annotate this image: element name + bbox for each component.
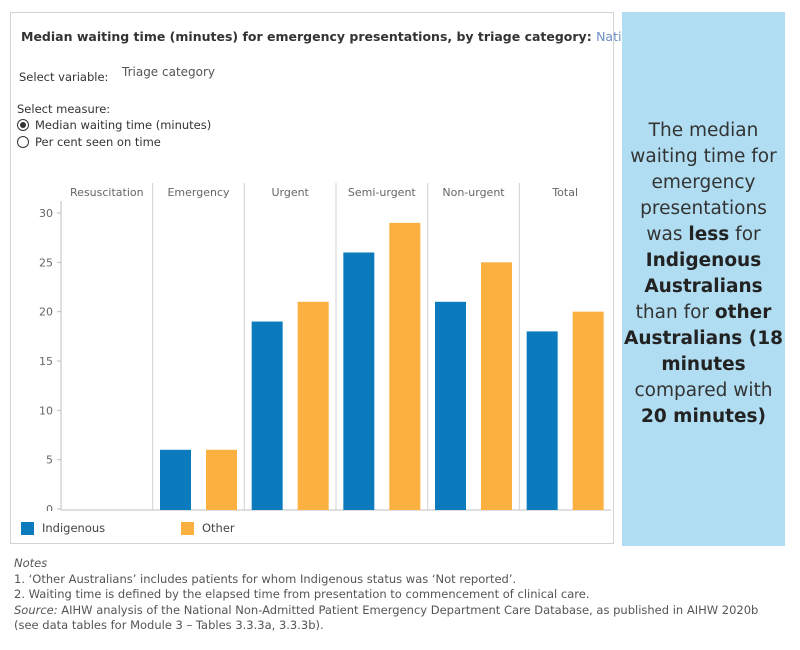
legend-item-indigenous[interactable]: Indigenous [21, 521, 105, 535]
callout-text: than for [635, 302, 715, 323]
bar-indigenous [526, 331, 558, 510]
select-variable-label: Select variable: [19, 70, 109, 84]
legend-swatch-other [181, 521, 194, 535]
category-label: Resuscitation [70, 186, 144, 199]
y-tick-label: 15 [39, 355, 53, 368]
chart-title: Median waiting time (minutes) for emerge… [21, 29, 710, 44]
radio-selected-icon[interactable] [17, 119, 29, 131]
callout-text: compared with [634, 380, 773, 401]
select-measure-label: Select measure: [17, 102, 111, 116]
callout-text: The median waiting time for emergency pr… [630, 120, 777, 245]
category-label: Urgent [271, 186, 309, 199]
source-text: AIHW analysis of the National Non-Admitt… [14, 602, 759, 633]
y-tick-label: 20 [39, 306, 53, 319]
bar-indigenous [343, 252, 375, 510]
y-tick-label: 10 [39, 404, 53, 417]
bar-indigenous [251, 321, 283, 510]
select-variable-dropdown[interactable]: Triage category [122, 65, 216, 79]
bar-other [389, 222, 421, 510]
source-label: Source: [14, 602, 58, 617]
category-label: Semi-urgent [348, 186, 417, 199]
source-note: Source: AIHW analysis of the National No… [14, 603, 784, 634]
callout-emphasis: Indigenous Australians [644, 250, 763, 297]
y-tick-label: 25 [39, 256, 53, 269]
measure-option-label: Per cent seen on time [35, 135, 161, 149]
measure-option-label: Median waiting time (minutes) [35, 118, 212, 132]
legend-label: Indigenous [42, 521, 106, 535]
callout-emphasis: less [688, 224, 730, 245]
bar-indigenous [160, 449, 191, 510]
bar-chart: 0 5 10 15 20 25 30 Resuscitation Emergency Urgent… [39, 183, 611, 511]
category-label: Total [551, 186, 578, 199]
callout-text: for [729, 224, 761, 245]
summary-callout: The median waiting time for emergency pr… [622, 12, 785, 546]
chart-title-text: Median waiting time (minutes) for emerge… [21, 29, 592, 44]
callout-emphasis: other Australians (18 minutes [624, 302, 783, 375]
category-label: Emergency [167, 186, 230, 199]
note-2: 2. Waiting time is defined by the elapse… [14, 587, 590, 601]
callout-emphasis: 20 minutes) [640, 406, 766, 427]
notes-heading: Notes [14, 556, 48, 570]
legend-swatch-indigenous [21, 521, 34, 535]
radio-unselected-icon[interactable] [17, 136, 29, 148]
chart-card: Median waiting time (minutes) for emerge… [10, 12, 710, 544]
bar-other [572, 311, 604, 510]
measure-option-median[interactable]: Median waiting time (minutes) [17, 118, 211, 132]
bar-other [481, 262, 512, 510]
y-tick-label: 30 [39, 207, 53, 220]
bar-indigenous [435, 301, 466, 510]
bar-other [206, 449, 237, 510]
note-1: 1. ‘Other Australians’ includes patients… [14, 571, 517, 586]
legend-label: Other [202, 521, 235, 535]
category-label: Non-urgent [442, 186, 505, 199]
bar-other [297, 301, 329, 510]
legend-item-other[interactable]: Other [181, 521, 235, 535]
measure-option-percent[interactable]: Per cent seen on time [17, 135, 161, 149]
y-tick-label: 5 [46, 454, 53, 467]
y-tick-label: 0 [46, 503, 53, 511]
notes-section: Notes 1. ‘Other Australians’ includes pa… [14, 556, 784, 634]
